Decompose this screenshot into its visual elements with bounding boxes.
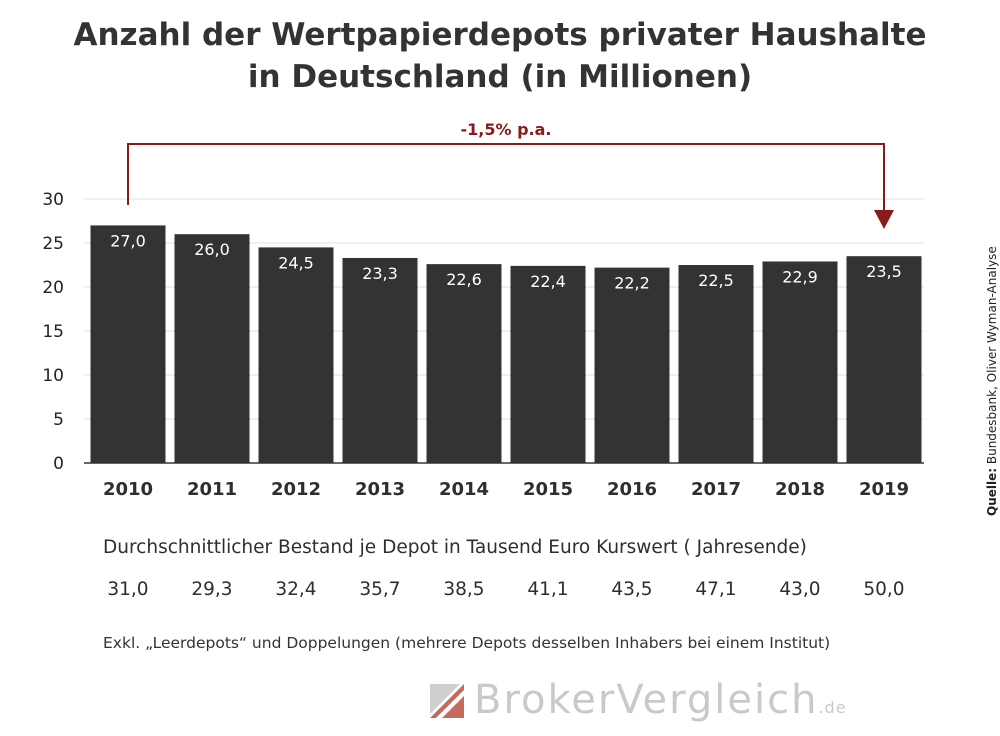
logo-text-tld: .de [818, 698, 847, 717]
bar-value-label: 22,5 [698, 271, 734, 290]
x-tick-label: 2017 [691, 479, 741, 500]
y-tick-label: 0 [53, 454, 64, 474]
x-tick-label: 2016 [607, 479, 657, 500]
average-holding-value: 41,1 [527, 579, 569, 600]
y-tick-label: 5 [53, 410, 64, 430]
bar [594, 267, 670, 463]
trend-arrowhead [874, 210, 894, 229]
y-tick-label: 20 [42, 278, 64, 298]
footnote: Exkl. „Leerdepots“ und Doppelungen (mehr… [103, 634, 831, 652]
source-names: Bundesbank, Oliver Wyman-Analyse [985, 246, 999, 468]
average-holding-value: 43,0 [779, 579, 821, 600]
y-tick-label: 30 [42, 190, 64, 210]
bar [258, 247, 334, 463]
logo-wordmark: BrokerVergleich.de [474, 677, 847, 731]
chart-title-line1: Anzahl der Wertpapierdepots privater Hau… [73, 17, 927, 53]
average-holding-value: 38,5 [443, 579, 485, 600]
trend-annotation: -1,5% p.a. [461, 120, 552, 139]
bar [510, 265, 586, 463]
bar-value-label: 22,9 [782, 267, 818, 286]
bar-value-label: 24,5 [278, 253, 314, 272]
bar [426, 264, 502, 463]
x-tick-label: 2015 [523, 479, 573, 500]
average-holding-label: Durchschnittlicher Bestand je Depot in T… [103, 537, 807, 558]
average-holding-value: 31,0 [107, 579, 149, 600]
brokervergleich-logo: BrokerVergleich.de [430, 677, 970, 723]
x-tick-label: 2011 [187, 479, 237, 500]
average-holding-value: 32,4 [275, 579, 317, 600]
average-holding-value: 29,3 [191, 579, 233, 600]
trend-bracket [127, 143, 885, 210]
bar [90, 225, 166, 463]
bar [678, 265, 754, 463]
logo-mark-icon [430, 684, 464, 718]
x-tick-label: 2018 [775, 479, 825, 500]
x-tick-label: 2012 [271, 479, 321, 500]
bar [342, 257, 418, 463]
average-holding-value: 50,0 [863, 579, 905, 600]
average-holding-value: 47,1 [695, 579, 737, 600]
bar-value-label: 26,0 [194, 240, 230, 259]
average-holding-value: 43,5 [611, 579, 653, 600]
x-tick-label: 2019 [859, 479, 909, 500]
chart-title: Anzahl der Wertpapierdepots privater Hau… [0, 14, 1000, 98]
bar [174, 234, 250, 463]
bar-value-label: 23,5 [866, 262, 902, 281]
source-label: Quelle: [985, 467, 999, 516]
y-tick-label: 25 [42, 234, 64, 254]
bar [846, 256, 922, 463]
x-tick-label: 2013 [355, 479, 405, 500]
y-tick-label: 15 [42, 322, 64, 342]
chart-title-line2: in Deutschland (in Millionen) [247, 59, 753, 95]
x-tick-label: 2010 [103, 479, 153, 500]
y-tick-label: 10 [42, 366, 64, 386]
x-tick-label: 2014 [439, 479, 489, 500]
bar-value-label: 22,4 [530, 272, 566, 291]
logo-text-main: BrokerVergleich [474, 677, 819, 723]
bar-value-label: 22,6 [446, 270, 482, 289]
source-note: Quelle: Bundesbank, Oliver Wyman-Analyse [985, 236, 1000, 536]
bar-value-label: 27,0 [110, 231, 146, 250]
bar [762, 261, 838, 463]
bar-value-label: 23,3 [362, 264, 398, 283]
source-text: Quelle: Bundesbank, Oliver Wyman-Analyse [985, 246, 999, 516]
average-holding-value: 35,7 [359, 579, 401, 600]
bar-value-label: 22,2 [614, 274, 650, 293]
